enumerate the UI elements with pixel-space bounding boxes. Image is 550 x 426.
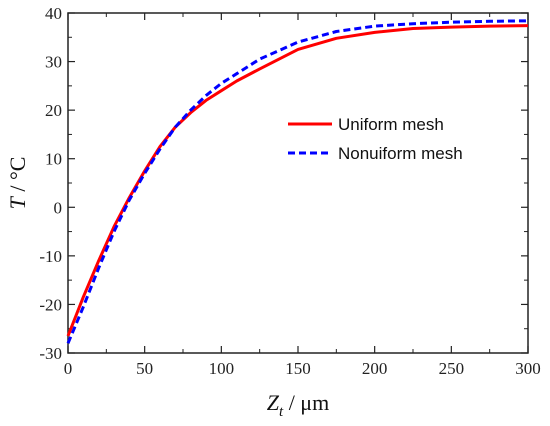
x-axis-label: Zt / μm: [267, 390, 329, 420]
y-tick-label: 10: [45, 150, 62, 169]
x-tick-label: 300: [515, 359, 541, 378]
x-tick-label: 200: [362, 359, 388, 378]
x-tick-label: 50: [136, 359, 153, 378]
y-tick-label: -10: [39, 247, 62, 266]
y-tick-label: -20: [39, 295, 62, 314]
legend-label-nonuiform-mesh: Nonuiform mesh: [338, 144, 463, 163]
series-line-uniform-mesh: [66, 24, 529, 337]
x-tick-label: 150: [285, 359, 311, 378]
x-tick-label: 250: [439, 359, 465, 378]
ticks: [67, 12, 529, 354]
series-line-nonuiform-mesh: [66, 19, 529, 344]
tick-labels: 0 50 100 150 200 250 300 -30 -20 -10 0 10 20 30 40: [39, 4, 540, 378]
x-tick-label: 0: [64, 359, 73, 378]
legend-label-uniform-mesh: Uniform mesh: [338, 115, 444, 134]
y-tick-label: -30: [39, 344, 62, 363]
y-tick-label: 20: [45, 101, 62, 120]
y-tick-label: 40: [45, 4, 62, 23]
y-tick-label: 0: [54, 198, 63, 217]
legend: Uniform mesh Nonuiform mesh: [288, 115, 463, 163]
series-lines: [66, 19, 529, 344]
x-tick-label: 100: [209, 359, 235, 378]
y-axis-label: T / °C: [5, 157, 30, 210]
y-tick-label: 30: [45, 53, 62, 72]
